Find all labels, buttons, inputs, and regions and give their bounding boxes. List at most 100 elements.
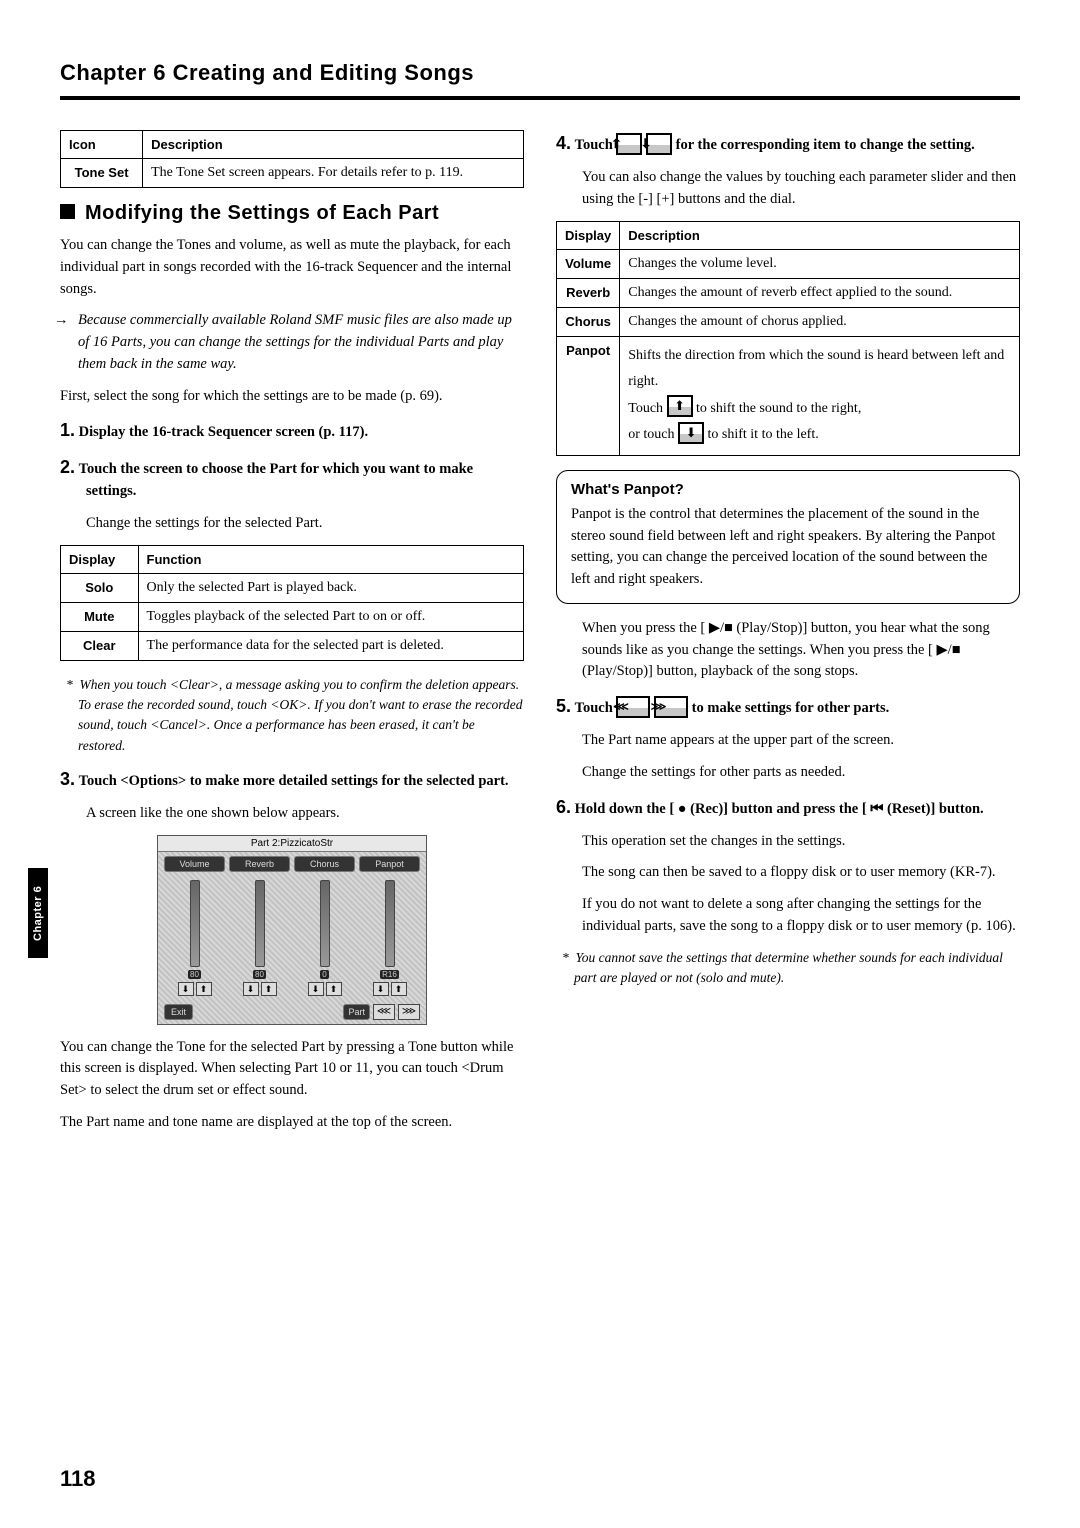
func-h2: Function: [138, 545, 523, 573]
param-h2: Description: [620, 221, 1020, 249]
left-column: Icon Description Tone Set The Tone Set s…: [60, 130, 524, 1144]
ss-tab-panpot: Panpot: [359, 856, 420, 872]
ss-part-label: Part: [343, 1004, 370, 1020]
panpot-line2b: to shift the sound to the right,: [693, 401, 862, 416]
step-3: 3. Touch <Options> to make more detailed…: [60, 766, 524, 793]
after-ss-2: The Part name and tone name are displaye…: [60, 1112, 524, 1134]
icon-table-label: Tone Set: [61, 159, 143, 188]
smf-note: →Because commercially available Roland S…: [78, 310, 524, 375]
func-solo-desc: Only the selected Part is played back.: [138, 573, 523, 602]
step-1-text: Display the 16-track Sequencer screen (p…: [79, 424, 368, 440]
step-3-sub: A screen like the one shown below appear…: [86, 803, 524, 825]
step-5-b: to make settings for other parts.: [688, 700, 889, 716]
next-part-icon: ⋙: [654, 696, 688, 718]
step-5-sub1: The Part name appears at the upper part …: [582, 730, 1020, 752]
right-column: 4. Touch ⬆ ⬇ for the corresponding item …: [556, 130, 1020, 1144]
section-heading: Modifying the Settings of Each Part: [60, 202, 524, 225]
ss-part-nav: Part ⋘ ⋙: [343, 1004, 420, 1020]
play-text: When you press the [ ▶/■ (Play/Stop)] bu…: [582, 618, 1020, 683]
step-4: 4. Touch ⬆ ⬇ for the corresponding item …: [556, 130, 1020, 157]
ss-val-4: R16: [380, 970, 399, 979]
step-2-text: Touch the screen to choose the Part for …: [79, 461, 473, 499]
ss-next-icon: ⋙: [398, 1004, 420, 1020]
param-reverb-desc: Changes the amount of reverb effect appl…: [620, 278, 1020, 307]
param-chorus-desc: Changes the amount of chorus applied.: [620, 307, 1020, 336]
step-6-sub3: If you do not want to delete a song afte…: [582, 894, 1020, 938]
clear-footnote-text: When you touch <Clear>, a message asking…: [78, 677, 523, 753]
step-5: 5. Touch ⋘ ⋙ to make settings for other …: [556, 693, 1020, 720]
ss-sliders: 80 ⬇⬆ 80 ⬇⬆ 0 ⬇⬆ R16 ⬇⬆: [158, 876, 426, 1000]
ss-exit: Exit: [164, 1004, 193, 1020]
intro-paragraph: You can change the Tones and volume, as …: [60, 235, 524, 300]
func-clear-desc: The performance data for the selected pa…: [138, 631, 523, 660]
up-arrow-icon: ⬆: [616, 133, 642, 155]
smf-note-text: Because commercially available Roland SM…: [78, 312, 512, 372]
step-6: 6. Hold down the [ ● (Rec)] button and p…: [556, 794, 1020, 821]
page-number: 118: [60, 1466, 96, 1492]
param-table: Display Description Volume Changes the v…: [556, 221, 1020, 456]
ss-slider-3: [320, 880, 330, 967]
callout-title: What's Panpot?: [571, 481, 1005, 498]
panpot-up-icon: ⬆: [667, 395, 693, 417]
clear-footnote: * When you touch <Clear>, a message aski…: [78, 675, 524, 756]
icon-table-h1: Icon: [61, 131, 143, 159]
icon-table-desc: The Tone Set screen appears. For details…: [143, 159, 524, 188]
ss-title: Part 2:PizzicatoStr: [158, 836, 426, 852]
function-table: Display Function Solo Only the selected …: [60, 545, 524, 661]
step-6-sub1: This operation set the changes in the se…: [582, 831, 1020, 853]
panpot-down-icon: ⬇: [678, 422, 704, 444]
param-reverb-label: Reverb: [557, 278, 620, 307]
ss-tab-chorus: Chorus: [294, 856, 355, 872]
ss-val-2: 80: [253, 970, 266, 979]
step-2-sub: Change the settings for the selected Par…: [86, 513, 524, 535]
ss-val-3: 0: [320, 970, 328, 979]
ss-col-3: 0 ⬇⬆: [294, 880, 355, 996]
callout-body: Panpot is the control that determines th…: [571, 504, 1005, 591]
ss-down-4: ⬇: [373, 982, 389, 996]
step-4-sub: You can also change the values by touchi…: [582, 167, 1020, 211]
ss-tab-volume: Volume: [164, 856, 225, 872]
ss-bottom: Exit Part ⋘ ⋙: [158, 1000, 426, 1024]
param-chorus-label: Chorus: [557, 307, 620, 336]
panpot-callout: What's Panpot? Panpot is the control tha…: [556, 470, 1020, 604]
step-6-text: Hold down the [ ● (Rec)] button and pres…: [575, 801, 984, 817]
ss-col-1: 80 ⬇⬆: [164, 880, 225, 996]
ss-slider-2: [255, 880, 265, 967]
ss-up-3: ⬆: [326, 982, 342, 996]
after-ss-1: You can change the Tone for the selected…: [60, 1037, 524, 1102]
chapter-header: Chapter 6 Creating and Editing Songs: [60, 60, 1020, 86]
ss-up-4: ⬆: [391, 982, 407, 996]
section-title-text: Modifying the Settings of Each Part: [85, 202, 439, 224]
final-footnote: * You cannot save the settings that dete…: [574, 948, 1020, 989]
section-square-icon: [60, 204, 75, 219]
step-5-sub2: Change the settings for other parts as n…: [582, 762, 1020, 784]
ss-tabs: Volume Reverb Chorus Panpot: [158, 852, 426, 876]
param-panpot-label: Panpot: [557, 336, 620, 455]
step-2: 2. Touch the screen to choose the Part f…: [60, 454, 524, 503]
panpot-line2a: Touch: [628, 401, 666, 416]
ss-up-2: ⬆: [261, 982, 277, 996]
param-panpot-desc: Shifts the direction from which the soun…: [620, 336, 1020, 455]
step-3-text: Touch <Options> to make more detailed se…: [79, 773, 509, 789]
panpot-line1: Shifts the direction from which the soun…: [628, 348, 1004, 390]
prev-part-icon: ⋘: [616, 696, 650, 718]
ss-col-4: R16 ⬇⬆: [359, 880, 420, 996]
down-arrow-icon: ⬇: [646, 133, 672, 155]
panpot-line3a: or touch: [628, 427, 678, 442]
icon-table: Icon Description Tone Set The Tone Set s…: [60, 130, 524, 188]
func-mute-desc: Toggles playback of the selected Part to…: [138, 602, 523, 631]
options-screenshot: Part 2:PizzicatoStr Volume Reverb Chorus…: [157, 835, 427, 1025]
ss-up-1: ⬆: [196, 982, 212, 996]
step-1: 1. Display the 16-track Sequencer screen…: [60, 417, 524, 444]
param-volume-label: Volume: [557, 249, 620, 278]
ss-slider-1: [190, 880, 200, 967]
icon-table-h2: Description: [143, 131, 524, 159]
ss-down-3: ⬇: [308, 982, 324, 996]
panpot-line3b: to shift it to the left.: [704, 427, 819, 442]
param-h1: Display: [557, 221, 620, 249]
ss-down-1: ⬇: [178, 982, 194, 996]
chapter-tab: Chapter 6: [28, 868, 48, 958]
ss-down-2: ⬇: [243, 982, 259, 996]
ss-prev-icon: ⋘: [373, 1004, 395, 1020]
param-volume-desc: Changes the volume level.: [620, 249, 1020, 278]
